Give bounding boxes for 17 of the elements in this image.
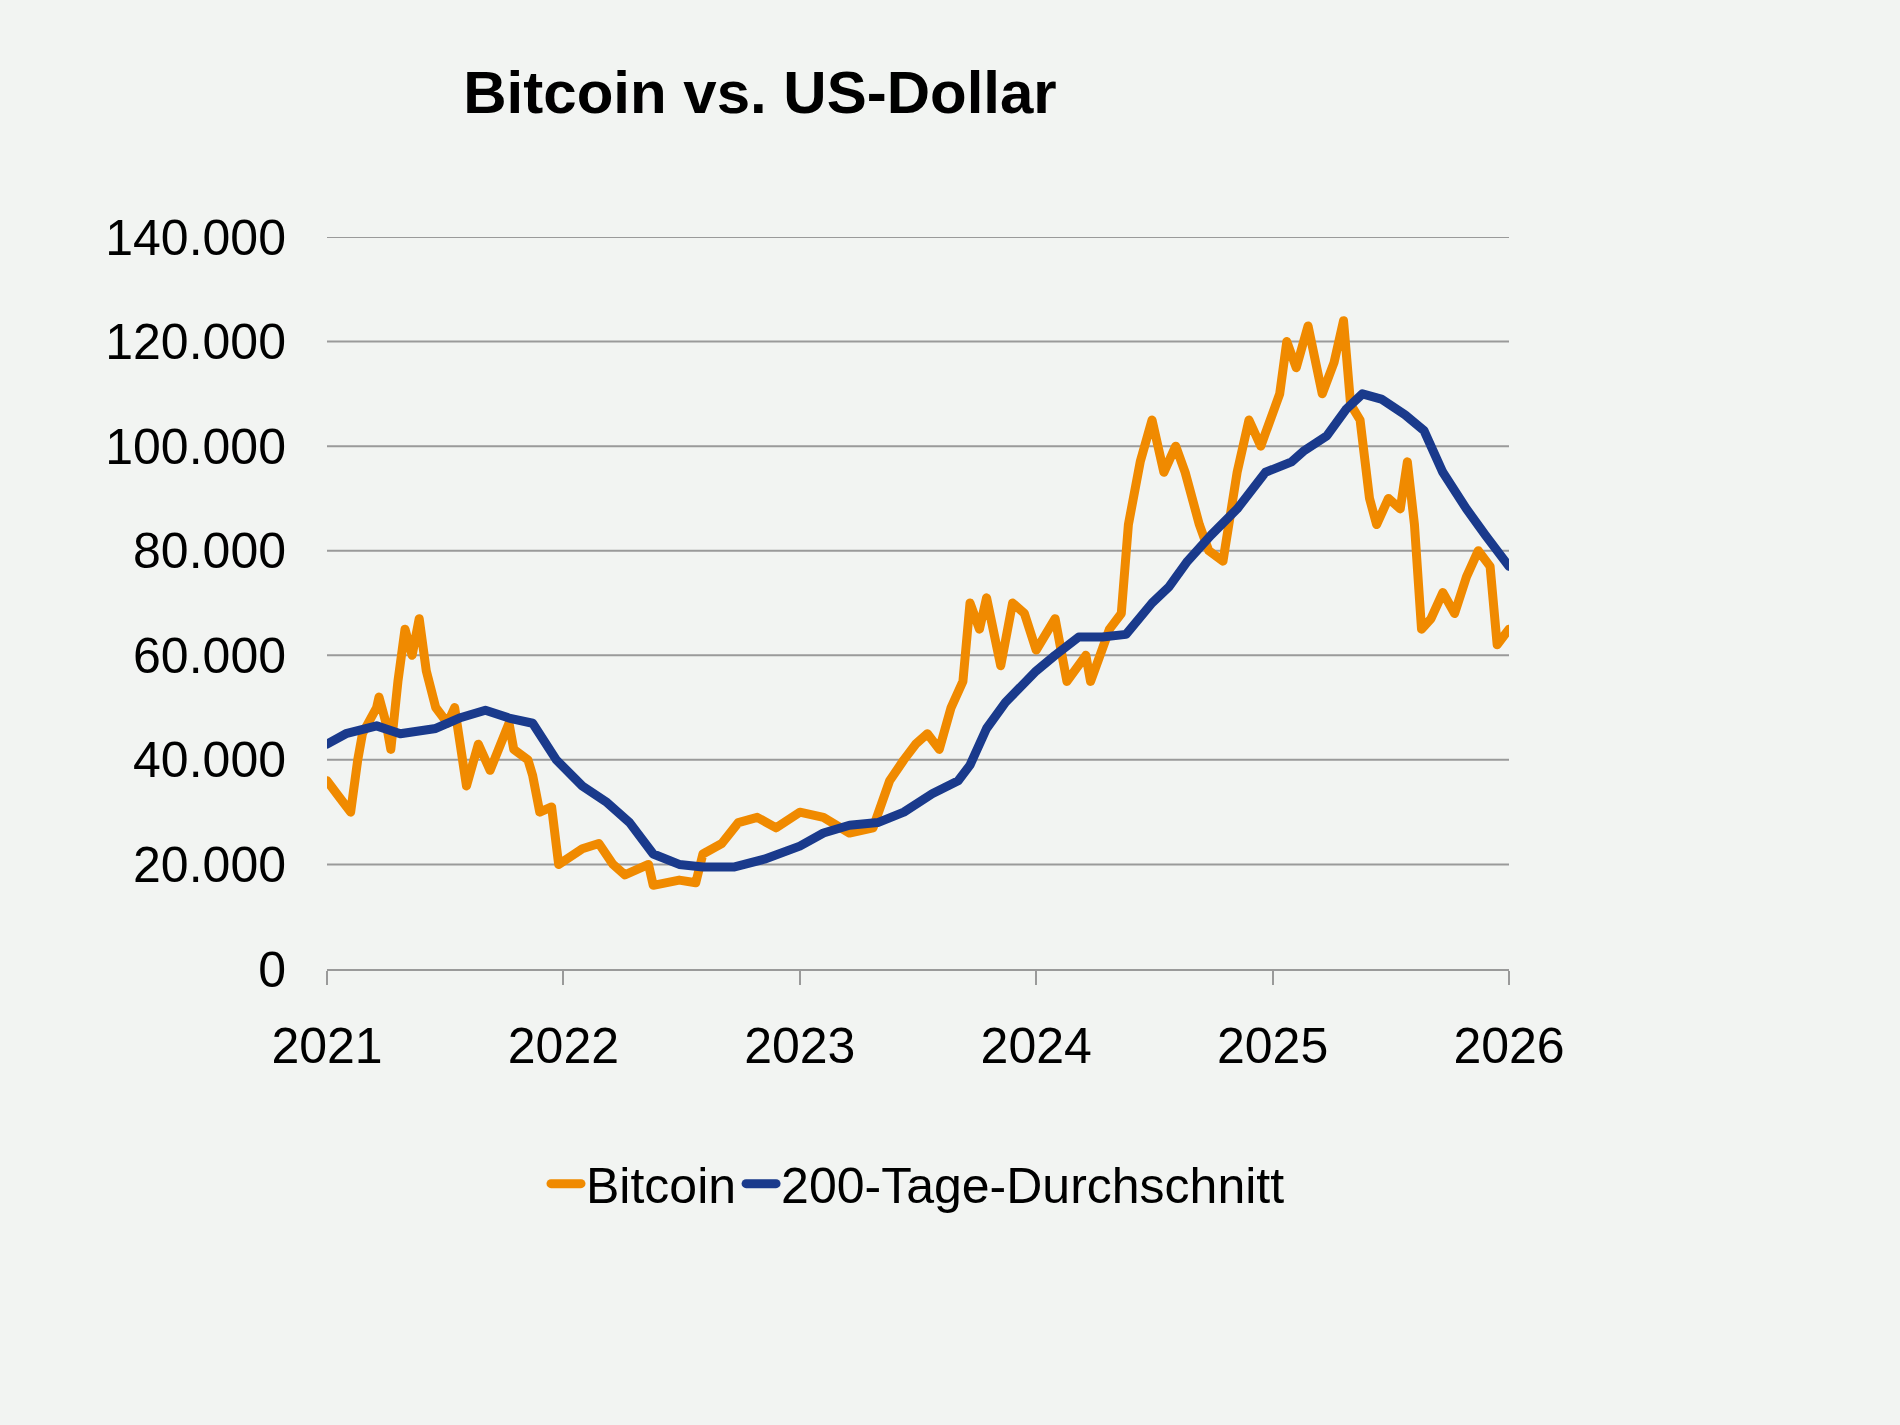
x-tick-label: 2023: [744, 1018, 856, 1074]
y-tick-label: 140.000: [105, 209, 286, 266]
x-tick-label: 2025: [1216, 1018, 1329, 1074]
y-tick-label: 20.000: [133, 836, 286, 893]
x-tick-label: 2022: [507, 1018, 620, 1074]
x-tick-label: 2026: [1453, 1018, 1565, 1074]
x-tick-label: 2021: [271, 1018, 383, 1074]
chart-title: Bitcoin vs. US-Dollar: [463, 59, 1057, 127]
y-tick-label: 80.000: [133, 523, 286, 580]
legend-label: 200-Tage-Durchschnitt: [781, 1158, 1285, 1215]
y-tick-label: 60.000: [133, 627, 286, 684]
legend-label: Bitcoin: [586, 1158, 737, 1215]
x-tick-label: 2024: [980, 1018, 1092, 1074]
y-tick-label: 120.000: [105, 314, 286, 371]
y-tick-label: 0: [258, 941, 286, 998]
y-tick-label: 40.000: [133, 732, 286, 789]
y-tick-label: 100.000: [105, 418, 286, 475]
